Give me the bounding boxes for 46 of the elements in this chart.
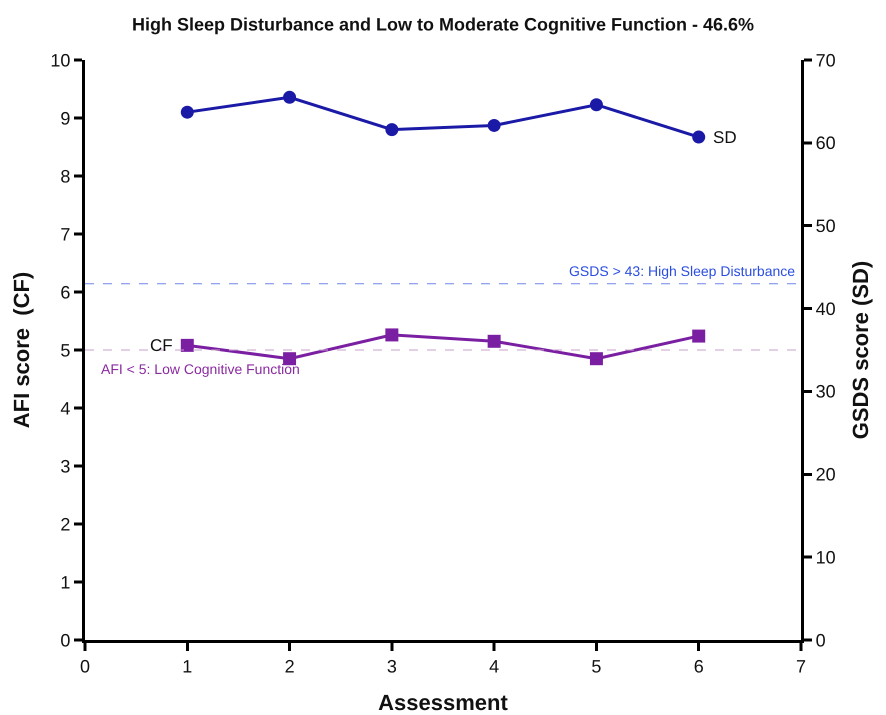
point (385, 328, 398, 342)
y-tick-label: 7 (60, 224, 70, 244)
y2-tick-label: 30 (816, 382, 836, 402)
point (590, 352, 603, 366)
x-tick-label: 0 (80, 656, 90, 677)
y-tick-label: 2 (60, 514, 70, 534)
y2-tick-label: 0 (816, 630, 826, 650)
ref-line-label: AFI < 5: Low Cognitive Function (101, 361, 300, 377)
y-tick-label: 3 (60, 456, 70, 476)
y-tick-label: 4 (60, 398, 70, 418)
y-tick-label: 6 (60, 282, 70, 302)
point (692, 330, 706, 343)
y-axis-title: AFI score (CF) (9, 272, 34, 428)
point (385, 123, 398, 136)
y2-tick-label: 20 (816, 464, 836, 485)
x-tick-label: 6 (694, 656, 704, 677)
y2-tick-label: 50 (816, 216, 836, 236)
point (692, 130, 706, 144)
series-label: CF (150, 336, 173, 355)
x-tick-label: 7 (796, 656, 806, 677)
y-tick-label: 10 (50, 50, 70, 70)
x-tick-label: 1 (182, 656, 192, 677)
y-tick-label: 1 (60, 572, 70, 592)
y2-tick-label: 10 (816, 547, 836, 568)
y2-axis-title: GSDS score (SD) (848, 260, 873, 440)
x-tick-label: 2 (284, 656, 295, 677)
y2-tick-label: 40 (816, 298, 836, 319)
x-tick-label: 3 (386, 656, 397, 677)
x-axis-title: Assessment (378, 690, 508, 715)
y-tick-label: 5 (60, 340, 70, 360)
y2-tick-label: 60 (816, 133, 836, 154)
y-tick-label: 8 (60, 166, 70, 186)
y2-tick-label: 70 (816, 50, 836, 70)
x-tick-label: 5 (591, 656, 602, 677)
series-label: SD (713, 128, 737, 147)
chart-title: High Sleep Disturbance and Low to Moderate Cognitive Function - 46.6% (132, 14, 754, 34)
point (180, 106, 194, 119)
point (488, 118, 501, 132)
point (180, 338, 194, 352)
point (283, 90, 296, 104)
point (590, 98, 603, 112)
x-tick-label: 4 (489, 656, 500, 677)
ref-line-label: GSDS > 43: High Sleep Disturbance (569, 263, 796, 279)
y-tick-label: 0 (60, 630, 70, 650)
point (488, 334, 501, 348)
y-tick-label: 9 (60, 108, 70, 128)
